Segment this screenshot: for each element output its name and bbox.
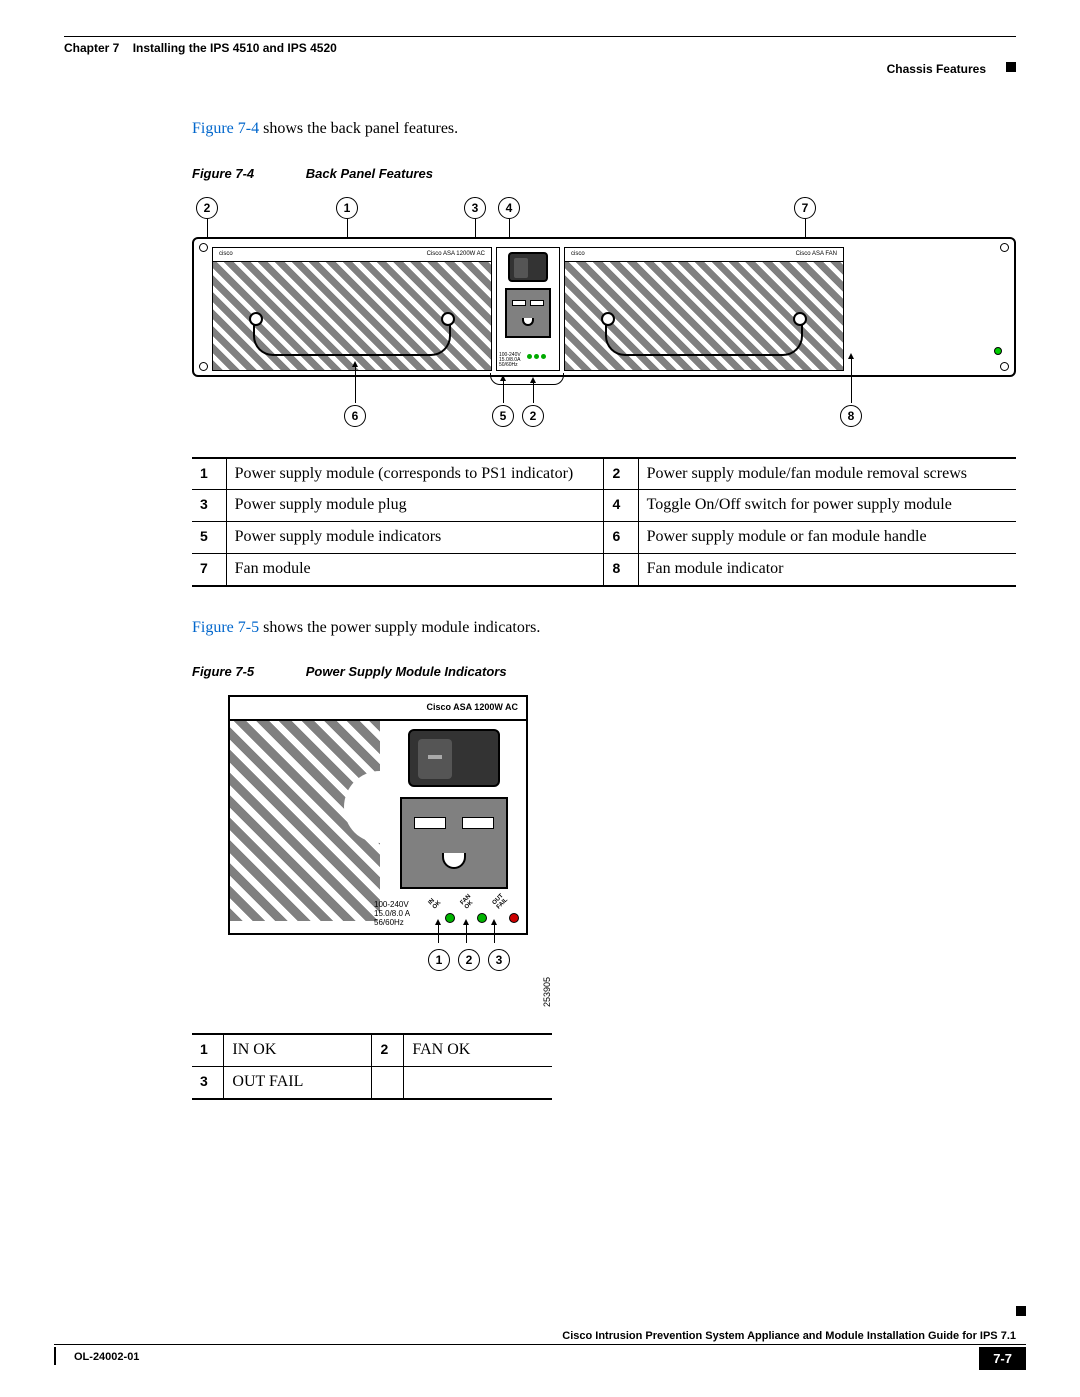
ac-plug-icon [400, 797, 508, 889]
chassis-rear-icon: cisco Cisco ASA 1200W AC 100-240V 15.0/8… [192, 237, 1016, 377]
callout-4-top: 4 [498, 197, 520, 219]
figure-ref-link[interactable]: Figure 7-5 [192, 619, 259, 636]
chapter-label: Chapter 7 Installing the IPS 4510 and IP… [64, 41, 337, 55]
callout-6-bottom: 6 [344, 405, 366, 427]
psu-plug-module-icon: 100-240V 15.0/8.0A 50/60Hz [496, 247, 560, 371]
callout-line [355, 367, 356, 403]
callout-line [533, 383, 534, 403]
table-row: 3OUT FAIL [192, 1067, 552, 1099]
chapter-title: Installing the IPS 4510 and IPS 4520 [133, 41, 337, 55]
psu-spec-text: 100-240V 15.0/8.0 A 56/60Hz [374, 901, 410, 927]
footer-bar-icon [54, 1347, 66, 1365]
callout-2-top: 2 [196, 197, 218, 219]
section-title: Chassis Features [887, 62, 986, 76]
table-row: 1IN OK 2FAN OK [192, 1034, 552, 1066]
callout-2: 2 [458, 949, 480, 971]
callout-line [805, 219, 806, 239]
footer-book-title: Cisco Intrusion Prevention System Applia… [54, 1330, 1026, 1345]
psu-spec-label: 100-240V 15.0/8.0A 50/60Hz [499, 353, 521, 368]
figure74-table: 1Power supply module (corresponds to PS1… [192, 457, 1016, 587]
table-row: 5Power supply module indicators 6Power s… [192, 522, 1016, 554]
power-toggle-icon [508, 252, 548, 282]
psu-model: Cisco ASA 1200W AC [427, 251, 485, 257]
hatch-pattern-icon [230, 721, 380, 921]
callout-3-top: 3 [464, 197, 486, 219]
figure74-caption: Figure 7-4 Back Panel Features [192, 166, 1016, 181]
callout-line [347, 219, 348, 239]
power-toggle-icon [408, 729, 500, 787]
psu-led-icon [527, 346, 548, 364]
figure-ref-link[interactable]: Figure 7-4 [192, 120, 259, 137]
chapter-num: Chapter 7 [64, 41, 119, 55]
page-number: 7-7 [979, 1347, 1026, 1370]
callout-8-bottom: 8 [840, 405, 862, 427]
figure75-table: 1IN OK 2FAN OK 3OUT FAIL [192, 1033, 552, 1100]
intro-text: shows the back panel features. [259, 120, 458, 137]
psu-handle-icon [253, 314, 451, 356]
fan-led-icon [994, 347, 1002, 355]
footer-marker-icon [1016, 1306, 1026, 1316]
callout-1: 1 [428, 949, 450, 971]
figure75-number: Figure 7-5 [192, 664, 254, 679]
figure74-title: Back Panel Features [306, 166, 433, 181]
table-row: 3Power supply module plug 4Toggle On/Off… [192, 490, 1016, 522]
page-header: Chapter 7 Installing the IPS 4510 and IP… [64, 36, 1016, 57]
psu-module-icon: cisco Cisco ASA 1200W AC [212, 247, 492, 371]
page-content: Figure 7-4 shows the back panel features… [192, 118, 1016, 1130]
callout-2-bottom: 2 [522, 405, 544, 427]
callout-line [503, 381, 504, 403]
psu-logo: cisco [219, 251, 233, 257]
callout-5-bottom: 5 [492, 405, 514, 427]
page-footer: Cisco Intrusion Prevention System Applia… [54, 1330, 1026, 1373]
ac-plug-icon [505, 288, 551, 338]
header-marker-icon [1006, 62, 1016, 72]
led-row-icon: IN OK FAN OK OUT FAIL [430, 905, 522, 923]
table-row: 1Power supply module (corresponds to PS1… [192, 458, 1016, 490]
callout-1-top: 1 [336, 197, 358, 219]
callout-line [207, 219, 208, 239]
psu-model-label: Cisco ASA 1200W AC [426, 702, 518, 712]
callout-3: 3 [488, 949, 510, 971]
figure74-diagram: 2 1 3 4 7 cisco Cisco ASA 1200W AC [192, 197, 1016, 427]
intro-para-1: Figure 7-4 shows the back panel features… [192, 118, 1016, 140]
fan-model: Cisco ASA FAN [796, 251, 837, 257]
psu-closeup-icon: Cisco ASA 1200W AC 100-240V 15.0/8.0 A 5… [228, 695, 528, 935]
fan-logo: cisco [571, 251, 585, 257]
fan-module-icon: cisco Cisco ASA FAN [564, 247, 844, 371]
figure74-number: Figure 7-4 [192, 166, 254, 181]
fan-handle-icon [605, 314, 803, 356]
figure-ref-number: 253905 [542, 977, 552, 1007]
table-row: 7Fan module 8Fan module indicator [192, 553, 1016, 585]
figure75-callouts: 1 2 3 [426, 949, 512, 971]
callout-line [851, 359, 852, 403]
callout-7-top: 7 [794, 197, 816, 219]
figure75-diagram: Cisco ASA 1200W AC 100-240V 15.0/8.0 A 5… [228, 695, 548, 1005]
footer-doc-number: OL-24002-01 [74, 1351, 139, 1363]
intro-text-2: shows the power supply module indicators… [259, 619, 540, 636]
intro-para-2: Figure 7-5 shows the power supply module… [192, 617, 1016, 639]
figure75-title: Power Supply Module Indicators [306, 664, 507, 679]
figure75-caption: Figure 7-5 Power Supply Module Indicator… [192, 664, 1016, 679]
